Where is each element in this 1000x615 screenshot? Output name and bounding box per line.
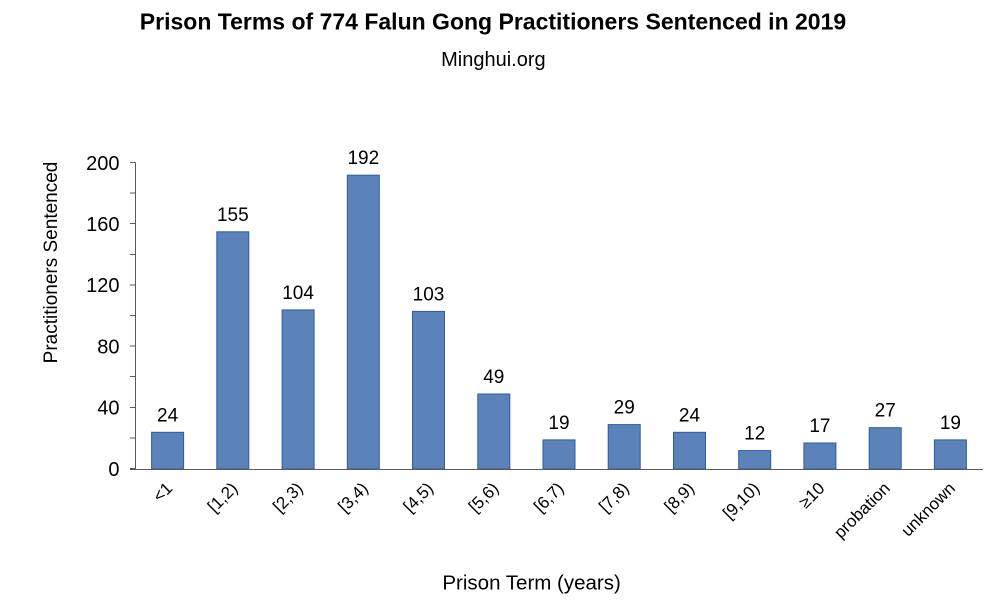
svg-text:40: 40 bbox=[97, 398, 119, 420]
svg-text:49: 49 bbox=[483, 367, 504, 388]
svg-text:192: 192 bbox=[347, 148, 379, 169]
svg-text:160: 160 bbox=[86, 214, 119, 236]
svg-text:24: 24 bbox=[679, 405, 701, 426]
svg-text:Minghui.org: Minghui.org bbox=[441, 49, 546, 71]
svg-text:104: 104 bbox=[282, 283, 314, 304]
svg-text:Practitioners Sentenced: Practitioners Sentenced bbox=[41, 162, 62, 364]
svg-text:19: 19 bbox=[548, 413, 569, 434]
svg-text:103: 103 bbox=[413, 284, 445, 305]
svg-text:17: 17 bbox=[809, 416, 830, 437]
svg-text:24: 24 bbox=[157, 405, 179, 426]
svg-text:12: 12 bbox=[744, 424, 765, 445]
svg-text:120: 120 bbox=[86, 275, 119, 297]
svg-text:80: 80 bbox=[97, 336, 119, 358]
svg-text:0: 0 bbox=[108, 459, 119, 481]
svg-text:19: 19 bbox=[940, 413, 961, 434]
svg-text:Prison Terms of 774 Falun Gong: Prison Terms of 774 Falun Gong Practitio… bbox=[140, 9, 846, 35]
svg-text:Prison Term (years): Prison Term (years) bbox=[442, 572, 620, 595]
svg-text:200: 200 bbox=[86, 153, 119, 175]
svg-text:27: 27 bbox=[875, 401, 896, 422]
svg-text:155: 155 bbox=[217, 205, 249, 226]
svg-text:29: 29 bbox=[614, 398, 635, 419]
